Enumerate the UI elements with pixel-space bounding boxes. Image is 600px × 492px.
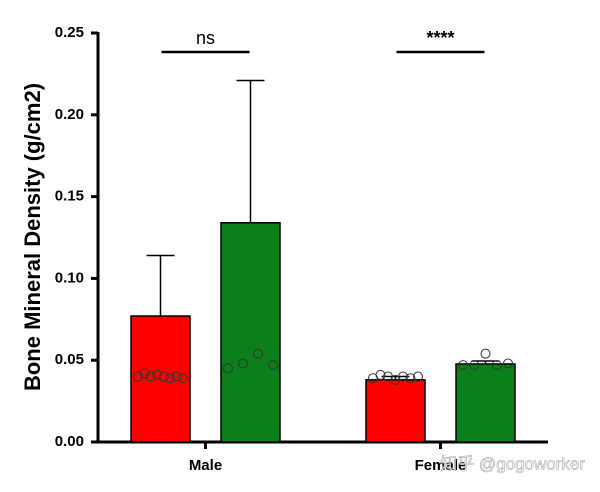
y-tick-label: 0.20 xyxy=(55,106,84,123)
data-point xyxy=(503,358,513,369)
data-point xyxy=(178,373,188,384)
bar xyxy=(220,222,281,443)
data-point xyxy=(253,348,263,359)
data-point xyxy=(145,371,156,382)
y-tick-label: 0.25 xyxy=(55,24,84,41)
significance-label: **** xyxy=(426,28,454,48)
bar xyxy=(455,363,516,443)
data-point xyxy=(139,368,150,379)
data-point xyxy=(171,371,182,382)
x-tick-label: Male xyxy=(189,457,222,474)
data-point xyxy=(491,360,502,371)
data-point xyxy=(158,371,169,382)
data-point xyxy=(133,371,143,382)
y-tick-label: 0.10 xyxy=(55,269,84,286)
data-point xyxy=(398,371,408,382)
y-tick-label: 0.00 xyxy=(55,433,84,450)
data-point xyxy=(405,373,416,384)
data-point xyxy=(375,369,386,380)
y-tick-label: 0.05 xyxy=(55,351,84,368)
watermark: 知乎 @gogoworker xyxy=(440,454,585,473)
data-point xyxy=(268,360,278,371)
bar xyxy=(365,379,426,443)
x-tick-label: Female xyxy=(415,457,467,474)
y-axis-label: Bone Mineral Density (g/cm2) xyxy=(20,83,45,391)
data-point xyxy=(469,360,480,371)
data-point xyxy=(152,369,163,380)
y-tick-label: 0.15 xyxy=(55,188,84,205)
data-point xyxy=(413,371,423,382)
significance-label: ns xyxy=(196,28,215,48)
data-point xyxy=(458,360,468,371)
data-point xyxy=(480,348,491,359)
data-point xyxy=(223,363,233,374)
data-point xyxy=(238,358,248,369)
data-point xyxy=(165,373,176,384)
